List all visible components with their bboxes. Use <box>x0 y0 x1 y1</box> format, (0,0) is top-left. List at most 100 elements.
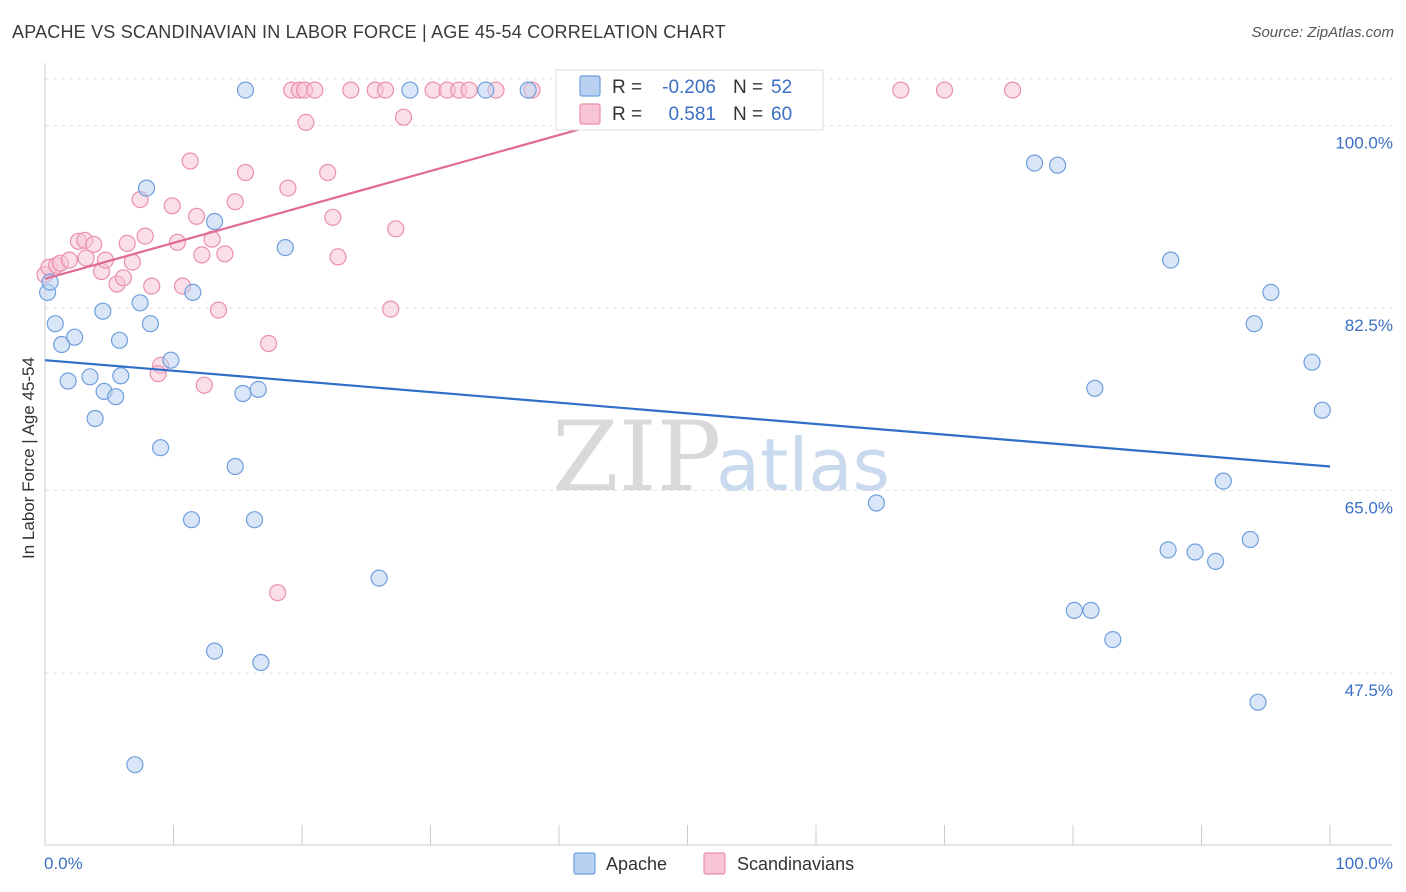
x-tick-label-1: 100.0% <box>1335 854 1393 873</box>
chart-title: APACHE VS SCANDINAVIAN IN LABOR FORCE | … <box>12 22 726 42</box>
bottom-legend-apache-label: Apache <box>606 854 667 874</box>
source-label: Source: ZipAtlas.com <box>1251 24 1394 41</box>
apache-point-22 <box>226 457 244 476</box>
apache-point-35 <box>1048 156 1067 174</box>
y-axis-title: In Labor Force | Age 45-54 <box>19 357 38 559</box>
scand-point-31 <box>236 163 255 182</box>
apache-point-43 <box>1206 552 1225 571</box>
scand-point-16 <box>136 227 154 245</box>
scand-point-28 <box>209 301 228 319</box>
scand-point-13 <box>118 234 136 252</box>
apache-point-31 <box>519 81 537 99</box>
scand-point-58 <box>1003 81 1022 99</box>
apache-point-30 <box>477 81 495 99</box>
apache-point-39 <box>1104 630 1122 649</box>
apache-point-2 <box>53 335 71 354</box>
bottom-legend-scand-label: Scandinavians <box>737 854 854 874</box>
series-legend: Apache Scandinavians <box>573 852 854 875</box>
scand-point-23 <box>181 152 199 170</box>
apache-point-34 <box>1025 154 1044 172</box>
legend-apache-r-value: -0.206 <box>662 77 716 98</box>
legend-scand-r-label: R = <box>612 104 642 125</box>
apache-point-41 <box>1159 541 1177 559</box>
scand-point-38 <box>306 81 324 99</box>
scand-point-24 <box>188 207 206 225</box>
apache-point-15 <box>162 351 180 369</box>
apache-point-6 <box>94 302 112 320</box>
apache-point-40 <box>1162 251 1180 269</box>
apache-point-1 <box>46 315 64 333</box>
apache-point-49 <box>1303 353 1321 371</box>
apache-point-14 <box>137 179 156 197</box>
scand-point-30 <box>226 193 244 211</box>
apache-point-10 <box>110 331 129 349</box>
apache-point-46 <box>1245 315 1263 333</box>
scand-point-57 <box>935 81 954 99</box>
scand-point-12 <box>114 269 133 287</box>
scand-point-20 <box>163 197 181 215</box>
apache-point-37 <box>1082 601 1100 620</box>
y-tick-label-0: 47.5% <box>1345 681 1393 700</box>
scand-point-45 <box>382 300 400 318</box>
bottom-legend-apache-swatch <box>573 852 596 875</box>
apache-point-42 <box>1186 543 1204 561</box>
scand-point-33 <box>279 179 297 197</box>
apache-point-47 <box>1249 693 1267 711</box>
apache-points <box>38 81 1331 774</box>
y-tick-label-1: 65.0% <box>1345 498 1393 517</box>
watermark-atlas: atlas <box>716 423 890 507</box>
watermark-zip: ZIP <box>552 401 721 513</box>
apache-point-45 <box>1241 530 1259 549</box>
scand-point-41 <box>329 248 347 266</box>
legend-scand-n-value: 60 <box>771 104 792 125</box>
tick-labels: 47.5% 65.0% 82.5% 100.0% 0.0% 100.0% <box>44 134 1393 873</box>
apache-point-13 <box>141 315 159 333</box>
scand-point-40 <box>324 208 342 226</box>
apache-point-12 <box>131 294 149 312</box>
y-tick-label-2: 82.5% <box>1345 316 1393 335</box>
axes <box>44 63 1392 846</box>
legend-scand-n-label: N = <box>733 104 763 125</box>
scand-point-32 <box>260 334 278 353</box>
apache-point-50 <box>1313 401 1331 419</box>
legend-scand-swatch <box>579 103 601 125</box>
bottom-legend-scand-swatch <box>703 852 726 875</box>
scand-point-42 <box>342 81 360 99</box>
apache-point-18 <box>206 212 224 231</box>
apache-point-36 <box>1065 601 1083 620</box>
apache-point-38 <box>1086 379 1104 397</box>
watermark: ZIP atlas <box>552 401 890 513</box>
apache-point-29 <box>401 81 419 99</box>
x-tick-label-0: 0.0% <box>44 854 83 873</box>
apache-point-3 <box>65 328 84 346</box>
legend-apache-r-label: R = <box>612 77 642 98</box>
scand-point-37 <box>297 113 315 132</box>
scand-point-26 <box>195 376 213 394</box>
scand-point-44 <box>376 81 395 99</box>
apache-point-48 <box>1262 283 1280 301</box>
apache-point-7 <box>86 409 104 428</box>
scand-point-47 <box>394 108 413 126</box>
scand-point-39 <box>319 163 337 182</box>
apache-point-25 <box>252 653 270 672</box>
apache-point-27 <box>126 756 144 774</box>
scand-point-29 <box>216 245 234 263</box>
scand-point-25 <box>193 246 211 264</box>
scand-point-7 <box>77 249 95 267</box>
scand-point-8 <box>85 235 103 253</box>
y-tick-label-3: 100.0% <box>1335 134 1393 153</box>
apache-point-21 <box>234 384 252 403</box>
legend-scand-r-value: 0.581 <box>668 104 716 125</box>
apache-point-32 <box>370 569 388 587</box>
scand-point-4 <box>60 251 79 269</box>
legend-apache-swatch <box>579 75 601 97</box>
scand-point-59 <box>269 584 287 602</box>
apache-point-4 <box>59 372 77 390</box>
apache-point-9 <box>107 388 125 406</box>
apache-point-20 <box>206 642 224 660</box>
correlation-legend: R = -0.206 N = 52 R = 0.581 N = 60 <box>555 69 824 131</box>
legend-apache-n-label: N = <box>733 77 763 98</box>
apache-trend-line <box>44 359 1331 468</box>
apache-point-24 <box>245 511 264 529</box>
